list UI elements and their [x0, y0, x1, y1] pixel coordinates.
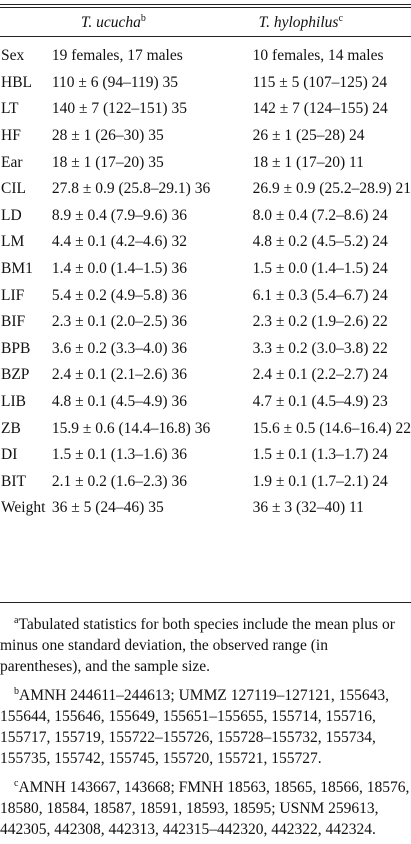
footnote-text: Tabulated statistics for both species in…	[0, 616, 395, 676]
row-label: ZB	[1, 419, 21, 437]
footnote-a: aTabulated statistics for both species i…	[0, 610, 411, 677]
table-row: LIB 4.8 ± 0.1 (4.5–4.9) 36 4.7 ± 0.1 (4.5–…	[0, 389, 411, 416]
row-label: LD	[1, 206, 22, 224]
species-2-value: 26.9 ± 0.9 (25.2–28.9) 21	[252, 180, 411, 198]
table-row: HF 28 ± 1 (26–30) 35 26 ± 1 (25–28) 24	[0, 123, 411, 150]
species-2-value: 6.1 ± 0.3 (5.4–6.7) 24	[252, 286, 388, 304]
row-label: BIT	[1, 472, 26, 490]
header-species-1: T. ucuchab	[48, 13, 239, 36]
species-2-value: 1.5 ± 0.0 (1.4–1.5) 24	[252, 260, 388, 278]
table-row: CIL 27.8 ± 0.9 (25.8–29.1) 36 26.9 ± 0.9 (…	[0, 176, 411, 203]
footnote-mark: a	[14, 615, 19, 626]
row-label: LT	[1, 100, 19, 118]
row-label: LM	[1, 233, 25, 251]
species-2-value: 4.7 ± 0.1 (4.5–4.9) 23	[252, 393, 388, 411]
species-1-value: 18 ± 1 (17–20) 35	[51, 153, 164, 171]
species-2-value: 15.6 ± 0.5 (14.6–16.4) 22	[252, 419, 411, 437]
row-label: CIL	[1, 180, 26, 198]
species-2-value: 3.3 ± 0.2 (3.0–3.8) 22	[252, 339, 388, 357]
header-rule	[0, 36, 411, 37]
table-body: Sex 19 females, 17 males 10 females, 14 ma…	[0, 43, 411, 522]
species-2-value: 36 ± 3 (32–40) 11	[252, 499, 364, 517]
table-row: HBL 110 ± 6 (94–119) 35 115 ± 5 (107–125) …	[0, 70, 411, 97]
species-2-value: 4.8 ± 0.2 (4.5–5.2) 24	[252, 233, 388, 251]
table-row: LM 4.4 ± 0.1 (4.2–4.6) 32 4.8 ± 0.2 (4.5–5…	[0, 229, 411, 256]
species-2-value: 142 ± 7 (124–155) 24	[252, 100, 388, 118]
row-label: Sex	[1, 47, 25, 65]
table-top-rule	[0, 4, 411, 5]
header-blank-cell	[0, 13, 48, 36]
footnotes: aTabulated statistics for both species i…	[0, 610, 411, 844]
table-row: DI 1.5 ± 0.1 (1.3–1.6) 36 1.5 ± 0.1 (1.3–1…	[0, 442, 411, 469]
species-1-value: 8.9 ± 0.4 (7.9–9.6) 36	[51, 206, 187, 224]
table-row: BIT 2.1 ± 0.2 (1.6–2.3) 36 1.9 ± 0.1 (1.7–…	[0, 469, 411, 496]
species-1-value: 5.4 ± 0.2 (4.9–5.8) 36	[51, 286, 187, 304]
species-2-value: 1.9 ± 0.1 (1.7–2.1) 24	[252, 472, 388, 490]
row-label: BIF	[1, 313, 26, 331]
table-row: BZP 2.4 ± 0.1 (2.1–2.6) 36 2.4 ± 0.1 (2.2–…	[0, 362, 411, 389]
species-2-value: 1.5 ± 0.1 (1.3–1.7) 24	[252, 446, 388, 464]
species-1-value: 140 ± 7 (122–151) 35	[51, 100, 187, 118]
species-2-value: 18 ± 1 (17–20) 11	[252, 153, 364, 171]
species-1-footnote-mark: b	[140, 13, 146, 24]
table-row: Sex 19 females, 17 males 10 females, 14 ma…	[0, 43, 411, 70]
table-bottom-rule	[0, 602, 411, 603]
species-2-value: 10 females, 14 males	[252, 47, 384, 65]
species-1-value: 2.4 ± 0.1 (2.1–2.6) 36	[51, 366, 187, 384]
species-2-value: 115 ± 5 (107–125) 24	[252, 73, 388, 91]
species-1-value: 4.4 ± 0.1 (4.2–4.6) 32	[51, 233, 187, 251]
species-2-value: 26 ± 1 (25–28) 24	[252, 127, 365, 145]
header-species-2: T. hylophilusc	[239, 13, 411, 36]
table-row: LIF 5.4 ± 0.2 (4.9–5.8) 36 6.1 ± 0.3 (5.4–…	[0, 282, 411, 309]
species-1-value: 27.8 ± 0.9 (25.8–29.1) 36	[51, 180, 211, 198]
species-2-footnote-mark: c	[338, 13, 343, 24]
footnote-mark: b	[14, 686, 19, 698]
measurement-table-page: T. ucuchab T. hylophilusc Sex 19 females,…	[0, 4, 411, 838]
measurements-table: T. ucuchab T. hylophilusc Sex 19 females,…	[0, 13, 411, 522]
species-1-value: 19 females, 17 males	[51, 47, 183, 65]
row-label: Weight	[1, 499, 46, 517]
footnote-text: AMNH 244611–244613; UMMZ 127119–127121, …	[0, 687, 389, 768]
species-1-value: 1.5 ± 0.1 (1.3–1.6) 36	[51, 446, 187, 464]
species-1-value: 4.8 ± 0.1 (4.5–4.9) 36	[51, 393, 187, 411]
row-label: BPB	[1, 339, 31, 357]
row-label: LIB	[1, 393, 26, 411]
species-1-value: 1.4 ± 0.0 (1.4–1.5) 36	[51, 260, 187, 278]
table-row: BPB 3.6 ± 0.2 (3.3–4.0) 36 3.3 ± 0.2 (3.0–…	[0, 336, 411, 363]
table-top-rule-inner	[0, 7, 411, 8]
species-1-value: 28 ± 1 (26–30) 35	[51, 127, 164, 145]
row-label: HF	[1, 127, 21, 145]
table-row: LT 140 ± 7 (122–151) 35 142 ± 7 (124–155) …	[0, 96, 411, 123]
footnote-text: AMNH 143667, 143668; FMNH 18563, 18565, …	[0, 779, 410, 839]
species-2-value: 2.4 ± 0.1 (2.2–2.7) 24	[252, 366, 388, 384]
species-2-value: 8.0 ± 0.4 (7.2–8.6) 24	[252, 206, 388, 224]
species-1-value: 3.6 ± 0.2 (3.3–4.0) 36	[51, 339, 187, 357]
species-2-name: T. hylophilus	[258, 14, 339, 32]
species-1-name: T. ucucha	[80, 14, 141, 32]
footnote-b: bAMNH 244611–244613; UMMZ 127119–127121,…	[0, 681, 411, 769]
species-1-value: 110 ± 6 (94–119) 35	[51, 73, 179, 91]
row-label: HBL	[1, 73, 32, 91]
row-label: DI	[1, 446, 18, 464]
row-label: BZP	[1, 366, 30, 384]
species-1-value: 2.1 ± 0.2 (1.6–2.3) 36	[51, 472, 187, 490]
species-1-value: 36 ± 5 (24–46) 35	[51, 499, 164, 517]
table-row: BM1 1.4 ± 0.0 (1.4–1.5) 36 1.5 ± 0.0 (1.4–…	[0, 256, 411, 283]
footnote-c: cAMNH 143667, 143668; FMNH 18563, 18565,…	[0, 773, 411, 840]
table-row: Ear 18 ± 1 (17–20) 35 18 ± 1 (17–20) 11	[0, 149, 411, 176]
table-row: ZB 15.9 ± 0.6 (14.4–16.8) 36 15.6 ± 0.5 (1…	[0, 415, 411, 442]
table-row: LD 8.9 ± 0.4 (7.9–9.6) 36 8.0 ± 0.4 (7.2–8…	[0, 203, 411, 230]
row-label: LIF	[1, 286, 25, 304]
table-row: Weight 36 ± 5 (24–46) 35 36 ± 3 (32–40) 11	[0, 495, 411, 522]
row-label: BM1	[1, 260, 33, 278]
species-2-value: 2.3 ± 0.2 (1.9–2.6) 22	[252, 313, 388, 331]
species-1-value: 15.9 ± 0.6 (14.4–16.8) 36	[51, 419, 211, 437]
table-row: BIF 2.3 ± 0.1 (2.0–2.5) 36 2.3 ± 0.2 (1.9–…	[0, 309, 411, 336]
row-label: Ear	[1, 153, 23, 171]
species-1-value: 2.3 ± 0.1 (2.0–2.5) 36	[51, 313, 187, 331]
header-row: T. ucuchab T. hylophilusc	[0, 13, 411, 36]
